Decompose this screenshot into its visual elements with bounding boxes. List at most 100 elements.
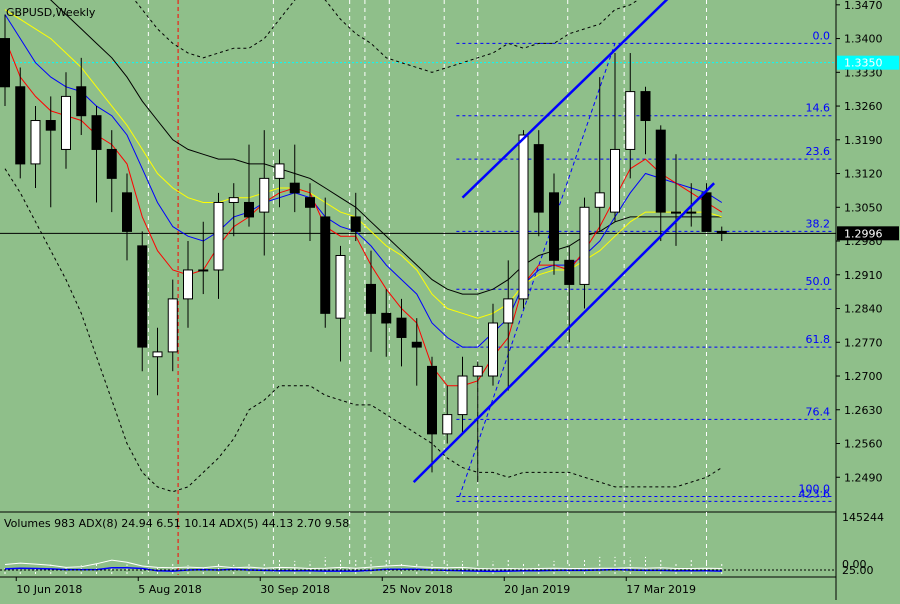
fibo-level-label: 423.6 (799, 487, 831, 500)
bull-candle (518, 134, 529, 300)
bull-candle (183, 269, 193, 300)
alert-price-tag (837, 55, 899, 70)
bull-candle (442, 414, 453, 435)
alert-price-tag-label: 1.3350 (844, 57, 883, 70)
bear-candle (350, 216, 361, 232)
bb-upper-line (134, 0, 639, 73)
bear-candle (701, 192, 712, 232)
bull-candle (198, 269, 209, 272)
bull-candle (167, 298, 178, 353)
bull-candle (152, 351, 163, 358)
price-tick-label: 1.3400 (844, 33, 883, 46)
bull-candle (30, 120, 41, 165)
ema-mid-line (4, 14, 723, 348)
price-tick-label: 1.3260 (844, 100, 883, 113)
bull-candle (213, 201, 224, 271)
bear-candle (91, 115, 102, 150)
sma-long-line (50, 0, 722, 295)
bull-candle (61, 95, 71, 150)
bull-candle (228, 197, 239, 203)
lower-trendline (412, 182, 716, 483)
bull-candle (503, 298, 514, 324)
ema-fast-line (4, 38, 723, 387)
trend-channel[interactable] (412, 0, 716, 483)
price-tick-label: 1.3050 (844, 201, 883, 214)
time-tick-label: 20 Jan 2019 (504, 583, 570, 596)
bull-candle (671, 211, 681, 214)
fibo-base-line (458, 43, 616, 497)
grid-layer (0, 0, 837, 600)
ema-slow-line (4, 9, 722, 319)
volume-indicator-label: Volumes 983 ADX(8) 24.94 6.51 10.14 ADX(… (4, 517, 349, 530)
bull-candle (335, 255, 346, 319)
bear-candle (244, 201, 254, 218)
candles (0, 14, 727, 483)
bear-candle (289, 182, 300, 194)
bb-lower-line (4, 168, 723, 493)
bear-candle (106, 148, 117, 179)
price-axis: 1.34701.34001.33301.32601.31901.31201.30… (836, 0, 899, 484)
bull-candle (472, 365, 483, 377)
bear-candle (411, 341, 422, 348)
price-tick-label: 1.2770 (844, 336, 883, 349)
upper-trendline (461, 0, 669, 199)
bull-candle (274, 163, 285, 179)
volume-tick-label: 0.00 (842, 558, 867, 571)
fibo-level-label: 50.0 (806, 275, 831, 288)
bull-candle (686, 211, 697, 214)
bear-candle (76, 86, 87, 117)
bear-candle (549, 192, 559, 261)
price-tick-label: 1.3190 (844, 134, 883, 147)
time-axis: 10 Jun 2018 5 Aug 2018 30 Sep 2018 25 Nov 2… (15, 577, 696, 596)
price-tick-label: 1.2560 (844, 438, 883, 451)
bull-candle (594, 192, 605, 208)
bear-candle (427, 365, 437, 435)
bear-candle (0, 38, 10, 88)
bull-candle (457, 375, 468, 416)
moving-averages (4, 0, 723, 387)
time-tick-label: 17 Mar 2019 (626, 583, 696, 596)
bear-candle (533, 144, 544, 213)
bear-candle (320, 216, 331, 314)
fibo-level-label: 76.4 (806, 405, 831, 418)
bear-candle (15, 86, 26, 165)
bear-candle (640, 91, 651, 122)
bull-candle (579, 206, 590, 285)
bear-candle (655, 129, 666, 213)
time-tick-label: 30 Sep 2018 (260, 583, 330, 596)
bear-candle (305, 197, 315, 208)
current-price-tag (837, 226, 899, 241)
bear-candle (396, 317, 407, 338)
adx-line-blue (4, 567, 722, 573)
symbol-label: GBPUSD,Weekly (6, 6, 96, 19)
bear-candle (716, 230, 727, 234)
bollinger-bands (4, 0, 723, 493)
time-tick-label: 25 Nov 2018 (382, 583, 452, 596)
bear-candle (564, 259, 575, 285)
price-tick-label: 1.2700 (844, 370, 883, 383)
fibo-level-label: 38.2 (806, 217, 831, 230)
bear-candle (122, 192, 132, 232)
fibo-level-label: 100.0 (799, 483, 831, 496)
bull-candle (610, 148, 620, 213)
price-tick-label: 1.2490 (844, 471, 883, 484)
time-tick-label: 5 Aug 2018 (138, 583, 201, 596)
time-tick-label: 10 Jun 2018 (16, 583, 82, 596)
current-price-tag-label: 1.2996 (844, 227, 883, 240)
bear-candle (137, 245, 148, 348)
bear-candle (366, 283, 376, 314)
fibo-level-label: 61.8 (806, 333, 831, 346)
fibo-level-label: 23.6 (806, 145, 831, 158)
price-tick-label: 1.3120 (844, 168, 883, 181)
price-tick-label: 1.2630 (844, 404, 883, 417)
volume-tick-label: 25.00 (842, 564, 874, 577)
price-tick-label: 1.3470 (844, 0, 883, 12)
fibo-level-label: 14.6 (806, 102, 831, 115)
bull-candle (259, 177, 270, 213)
fibo-level-label: 0.0 (813, 29, 831, 42)
bull-candle (488, 322, 498, 377)
price-tick-label: 1.2910 (844, 269, 883, 282)
